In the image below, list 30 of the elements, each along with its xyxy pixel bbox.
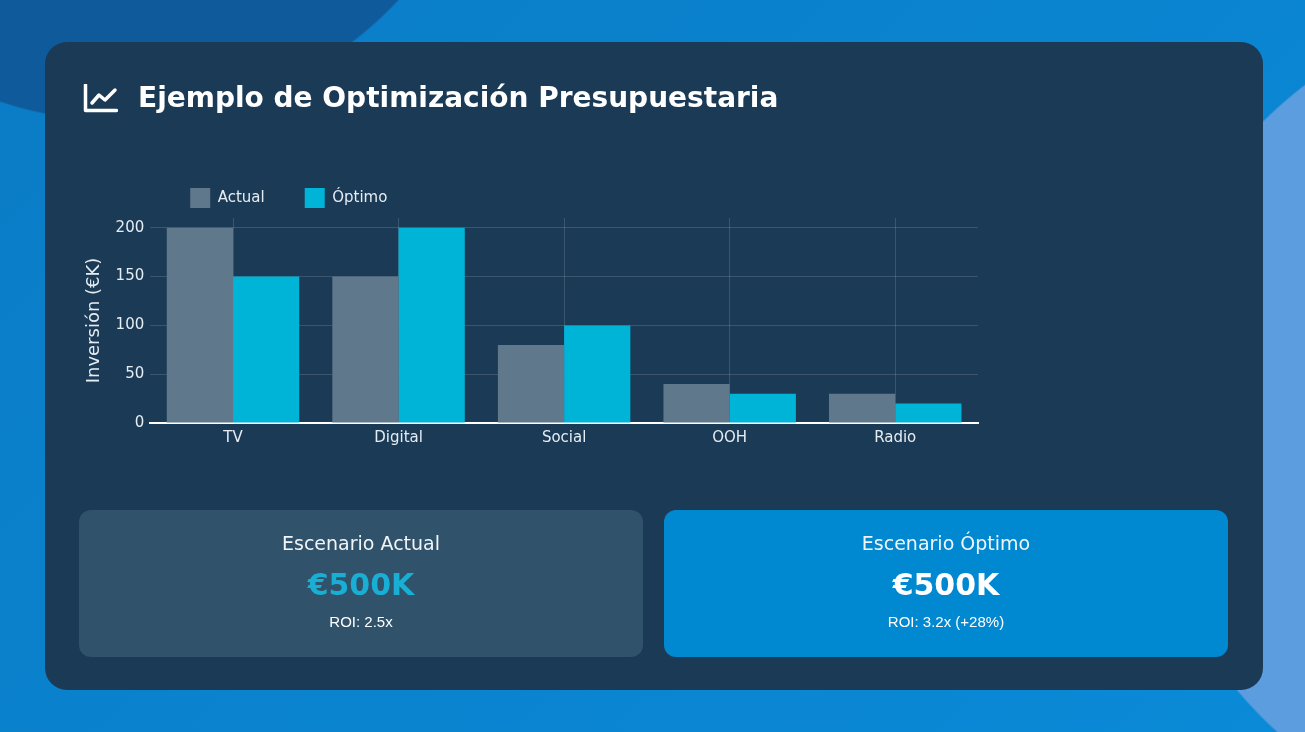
- text: ROI: 3.2x (+28%): [886, 612, 1006, 632]
- y-tick-label: 200: [115, 217, 145, 236]
- bar: [233, 276, 300, 423]
- x-tick-label: TV: [222, 427, 244, 446]
- bar: [564, 325, 631, 423]
- text: ROI: 2.5x: [328, 612, 394, 632]
- text: €500K: [891, 567, 1001, 602]
- text: Escenario Actual: [281, 531, 441, 556]
- y-tick-label: 150: [115, 266, 145, 285]
- x-tick-label: OOH: [712, 427, 748, 446]
- bar: [829, 393, 896, 423]
- bar: [398, 227, 465, 423]
- bar: [497, 344, 565, 423]
- legend-label: Óptimo: [332, 186, 388, 206]
- bar: [166, 227, 234, 423]
- y-tick-label: 100: [115, 315, 145, 334]
- text: Escenario Óptimo: [860, 530, 1032, 556]
- bar: [895, 403, 962, 423]
- bar: [729, 393, 796, 423]
- text: €500K: [306, 567, 416, 602]
- y-tick-label: 50: [125, 364, 145, 383]
- bar: [663, 383, 730, 423]
- x-tick-label: Social: [541, 427, 587, 446]
- y-axis-title: Inversión (€K): [82, 257, 104, 384]
- legend-label: Actual: [217, 187, 265, 206]
- y-tick-label: 0: [134, 412, 145, 431]
- chart-title: Ejemplo de Optimización Presupuestaria: [138, 81, 779, 114]
- x-tick-label: Radio: [874, 427, 917, 446]
- bar: [332, 276, 399, 423]
- x-tick-label: Digital: [374, 427, 423, 446]
